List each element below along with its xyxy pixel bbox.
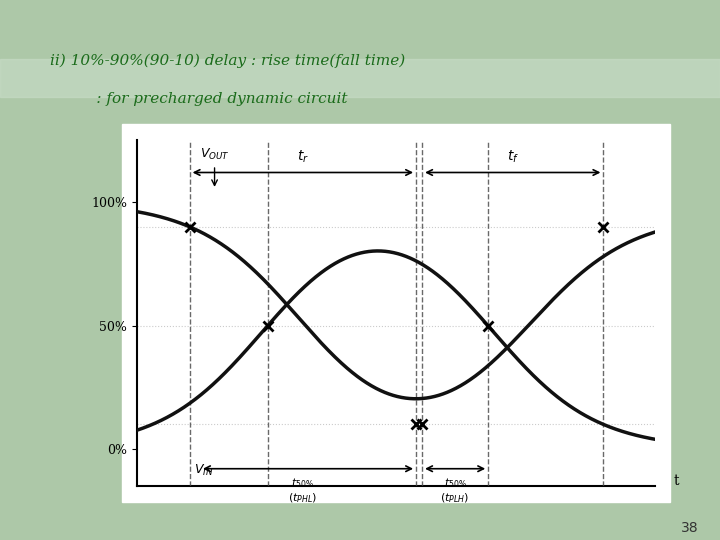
Text: $t_{50\%}$: $t_{50\%}$ [292, 476, 315, 490]
Text: $t_{50\%}$: $t_{50\%}$ [444, 476, 467, 490]
Bar [0, 59, 720, 97]
Text: $(t_{PLH})$: $(t_{PLH})$ [441, 491, 470, 504]
Text: : for precharged dynamic circuit: : for precharged dynamic circuit [72, 92, 348, 106]
Text: ii) 10%-90%(90-10) delay : rise time(fall time): ii) 10%-90%(90-10) delay : rise time(fal… [50, 53, 405, 68]
Bar [122, 124, 670, 502]
Text: t: t [673, 474, 679, 488]
Text: $t_f$: $t_f$ [507, 148, 519, 165]
Text: $t_r$: $t_r$ [297, 148, 309, 165]
Text: $(t_{PHL})$: $(t_{PHL})$ [288, 491, 318, 504]
Text: 38: 38 [681, 521, 698, 535]
Text: $V_{OUT}$: $V_{OUT}$ [199, 147, 230, 162]
Text: $V_{IN}$: $V_{IN}$ [194, 463, 214, 478]
